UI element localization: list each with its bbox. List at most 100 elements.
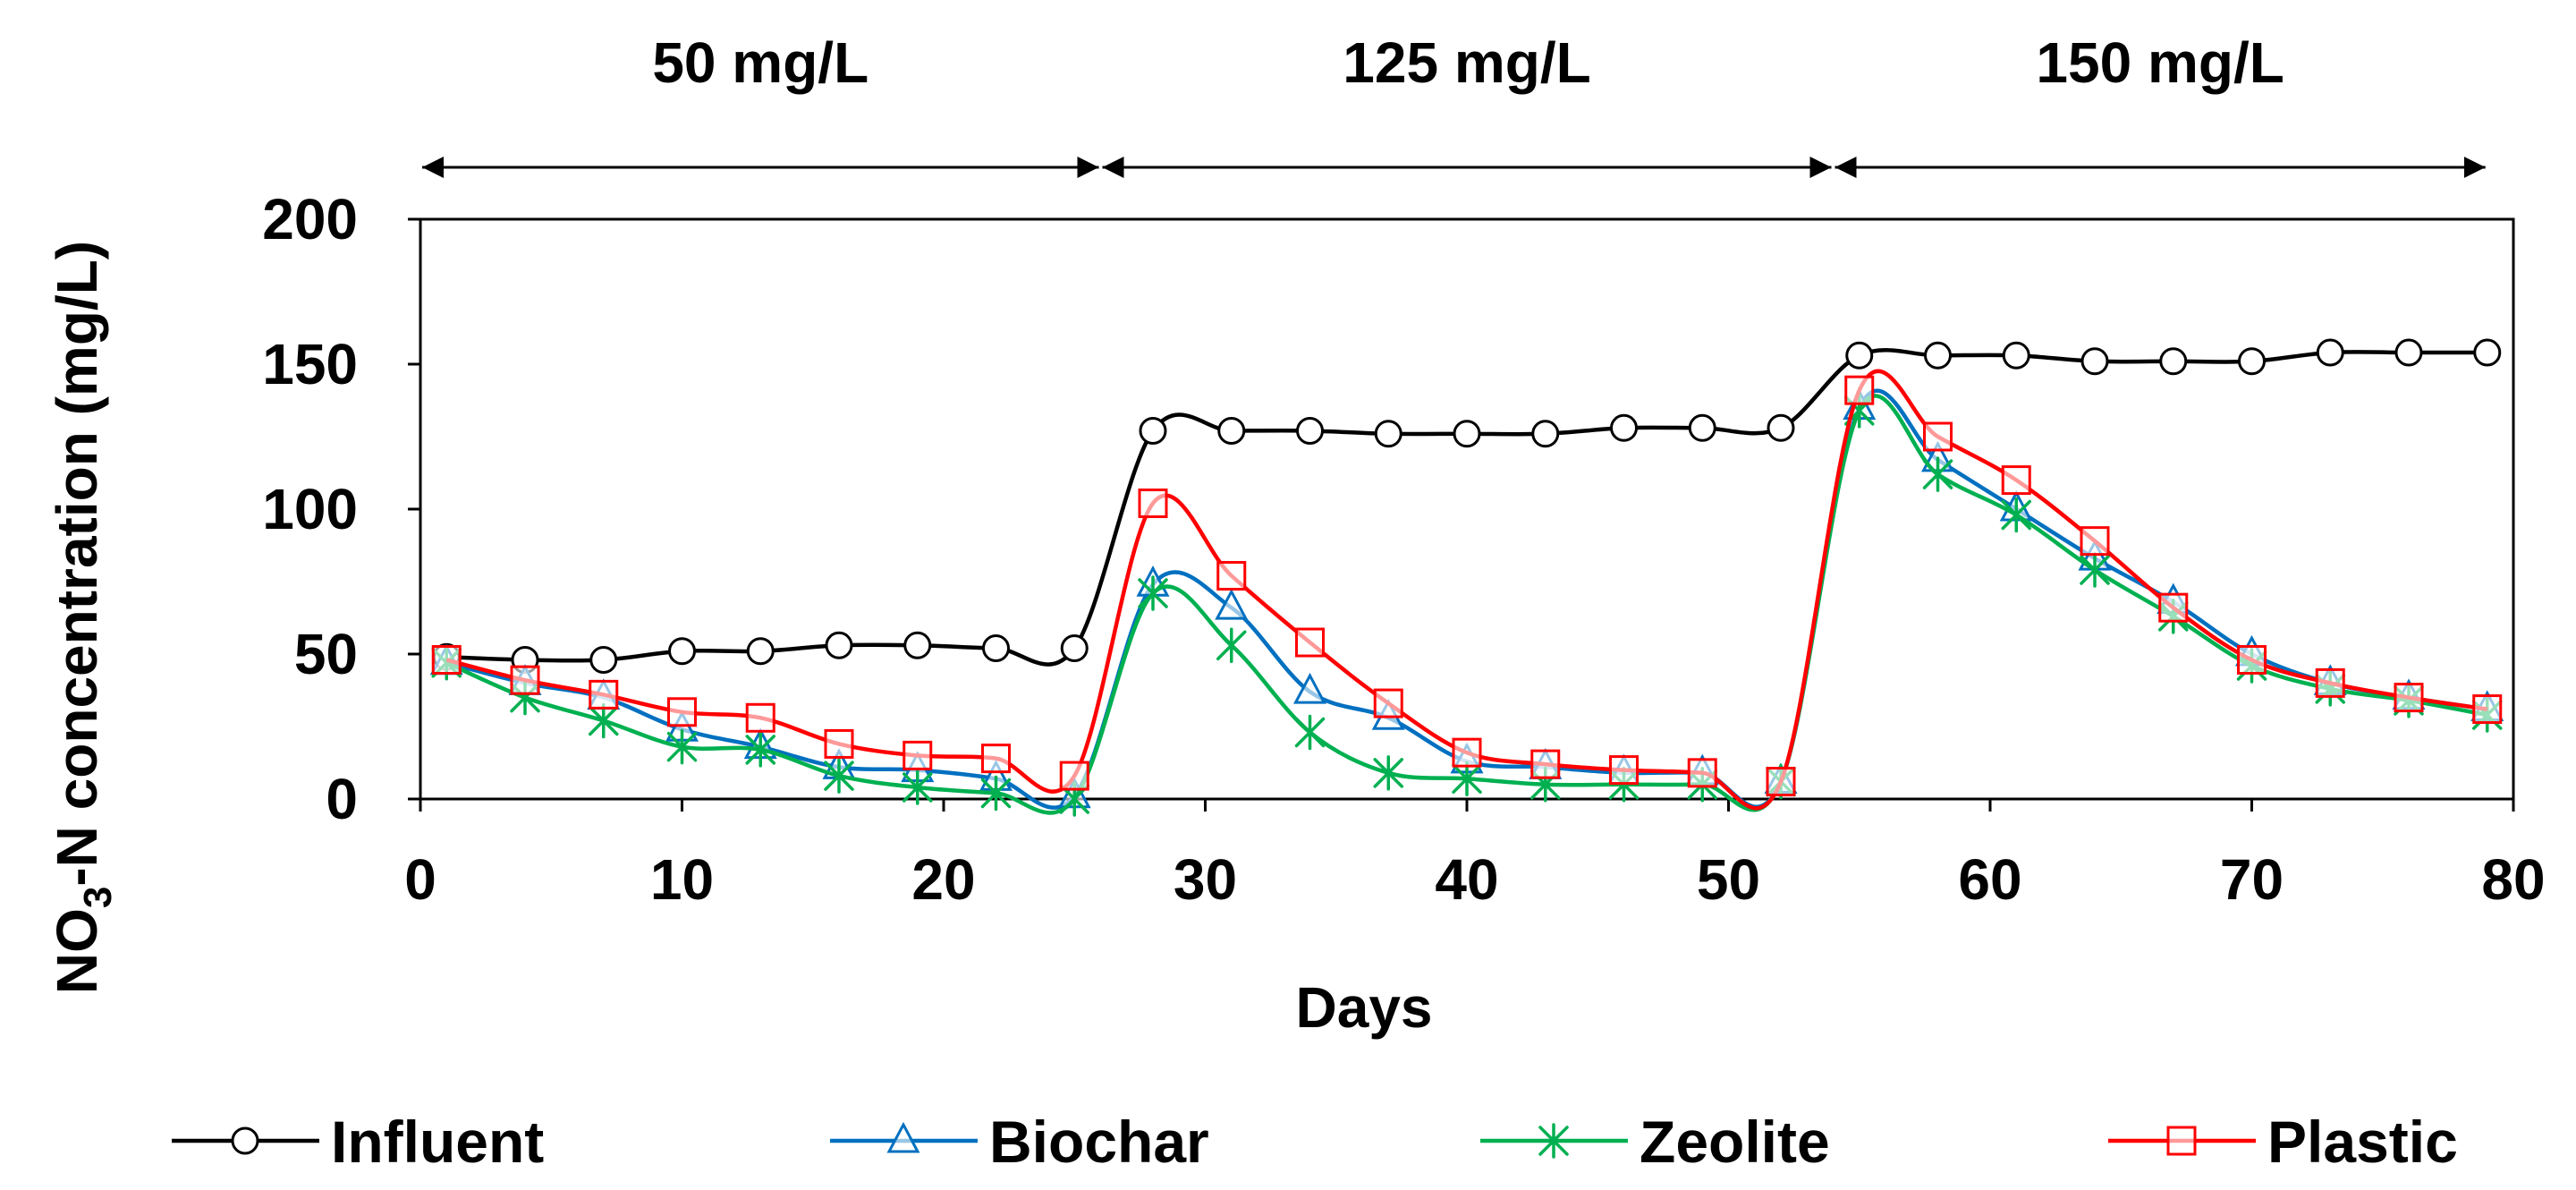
data-point-plastic (589, 679, 619, 710)
x-tick-label: 20 (911, 847, 975, 912)
data-point-plastic (1059, 761, 1089, 791)
axis-ticks: 0 10 20 30 40 50 60 70 80 0 50 100 150 200 (262, 187, 2545, 912)
data-point-influent (2002, 341, 2030, 370)
legend-marker-plastic (2166, 1126, 2197, 1156)
data-point-plastic (2472, 694, 2503, 725)
data-point-plastic (745, 702, 775, 733)
x-tick-label: 10 (650, 847, 714, 912)
legend-label-zeolite: Zeolite (1640, 1109, 1830, 1175)
data-point-plastic (1923, 421, 1953, 452)
data-point-influent (903, 631, 932, 659)
data-point-zeolite (589, 702, 619, 739)
series-line-zeolite (445, 394, 2488, 815)
data-point-influent (2238, 347, 2266, 376)
data-point-zeolite (1138, 575, 1168, 611)
data-point-plastic (2315, 667, 2345, 698)
legend-item-zeolite: Zeolite (1480, 1109, 1830, 1175)
data-point-plastic (2237, 644, 2267, 675)
x-tick-label: 80 (2481, 847, 2545, 912)
data-point-influent (1845, 341, 1874, 370)
data-point-zeolite (745, 732, 775, 768)
data-point-influent (1060, 634, 1089, 663)
data-point-plastic (2001, 465, 2031, 496)
data-point-zeolite (2001, 497, 2031, 533)
y-axis-title: NO3-N concentration (mg/L) (45, 241, 120, 994)
x-tick-label: 60 (1958, 847, 2021, 912)
data-point-influent (1296, 417, 1324, 446)
x-tick-label: 0 (404, 847, 436, 912)
legend-label-influent: Influent (331, 1109, 544, 1175)
data-point-plastic (1609, 755, 1639, 786)
data-point-plastic (1452, 737, 1482, 768)
data-point-influent (1688, 413, 1716, 442)
y-tick-label: 200 (262, 187, 358, 251)
data-point-influent (1453, 420, 1481, 448)
data-point-influent (1217, 417, 1246, 446)
data-point-zeolite (980, 775, 1012, 812)
data-point-plastic (2158, 592, 2189, 623)
x-tick-label: 50 (1697, 847, 1760, 912)
data-point-zeolite (824, 758, 854, 794)
data-point-zeolite (1922, 456, 1953, 492)
data-point-influent (1924, 341, 1952, 370)
data-point-plastic (981, 744, 1011, 774)
series-influent (432, 338, 2502, 674)
data-point-plastic (667, 697, 697, 727)
data-point-influent (982, 634, 1010, 663)
data-point-zeolite (1452, 761, 1482, 797)
y-tick-label: 50 (294, 622, 358, 686)
x-tick-label: 40 (1435, 847, 1498, 912)
data-point-plastic (1373, 688, 1403, 718)
legend-marker-influent (231, 1126, 259, 1155)
data-point-zeolite (2080, 552, 2110, 588)
data-point-plastic (824, 728, 854, 759)
data-point-influent (668, 637, 696, 666)
data-point-influent (1139, 417, 1167, 446)
data-point-plastic (1216, 561, 1247, 591)
data-point-plastic (1687, 758, 1717, 788)
series-line-influent (446, 348, 2487, 667)
data-point-influent (2080, 347, 2109, 376)
data-point-biochar (1293, 672, 1326, 704)
legend-item-influent: Influent (172, 1109, 544, 1175)
data-point-influent (1610, 413, 1638, 442)
x-tick-label: 70 (2220, 847, 2284, 912)
phase-annotations: 50 mg/L 125 mg/L 150 mg/L (422, 30, 2486, 178)
data-point-influent (825, 631, 853, 659)
data-point-biochar (1215, 588, 1249, 620)
legend-item-plastic: Plastic (2108, 1109, 2458, 1175)
data-point-influent (1374, 420, 1402, 448)
data-series (429, 338, 2504, 817)
x-tick-label: 30 (1174, 847, 1237, 912)
data-point-influent (746, 637, 775, 666)
data-point-zeolite (1373, 755, 1403, 791)
data-point-plastic (510, 665, 540, 695)
data-point-zeolite (1294, 714, 1326, 751)
data-point-influent (1531, 420, 1560, 448)
legend-marker-biochar (886, 1121, 920, 1153)
phase-label: 150 mg/L (2036, 30, 2284, 95)
data-point-plastic (1766, 767, 1796, 797)
y-tick-label: 0 (326, 767, 358, 831)
phase-label: 50 mg/L (652, 30, 869, 95)
data-point-plastic (1530, 749, 1561, 779)
data-point-influent (2159, 347, 2188, 376)
y-tick-label: 100 (262, 477, 358, 541)
y-tick-label: 150 (262, 332, 358, 396)
data-point-plastic (2080, 526, 2110, 557)
legend-marker-zeolite (1538, 1123, 1569, 1159)
data-point-influent (2316, 338, 2344, 367)
data-point-influent (589, 645, 618, 674)
data-point-plastic (431, 644, 462, 675)
series-plastic (431, 369, 2503, 811)
data-point-plastic (1295, 627, 1325, 658)
data-point-influent (1767, 413, 1795, 442)
data-point-zeolite (666, 728, 698, 765)
legend: Influent Biochar Zeolite Plastic (172, 1109, 2458, 1175)
plot-area (419, 217, 2515, 801)
x-axis-title: Days (1296, 975, 1433, 1040)
data-point-zeolite (1216, 627, 1247, 664)
data-point-zeolite (902, 769, 933, 805)
data-point-plastic (1844, 375, 1875, 405)
